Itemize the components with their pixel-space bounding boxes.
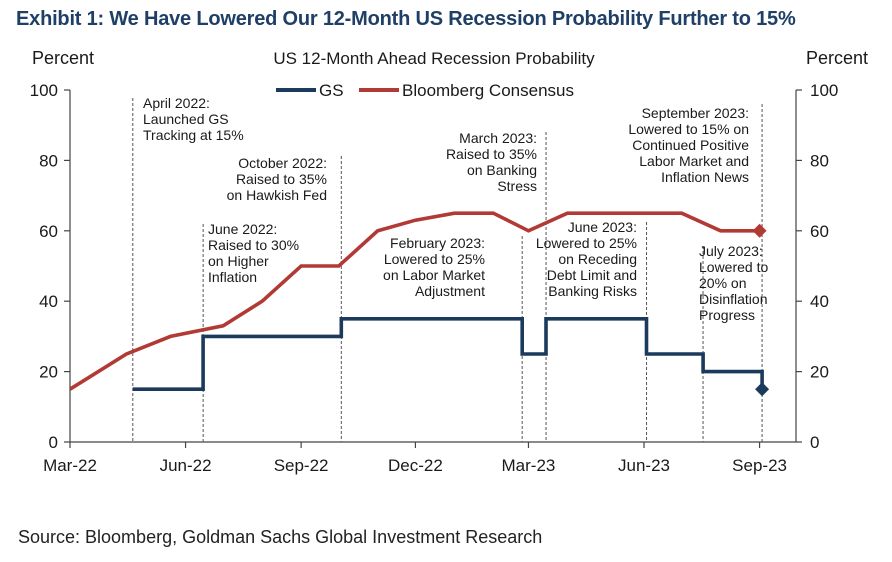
- x-tick-label: Dec-22: [388, 456, 443, 475]
- annotation-line: Inflation News: [661, 169, 749, 185]
- annotation-line: Stress: [497, 178, 537, 194]
- exhibit-title: Exhibit 1: We Have Lowered Our 12-Month …: [16, 8, 796, 30]
- left-axis-label: Percent: [32, 48, 94, 68]
- x-tick-label: Jun-23: [618, 456, 670, 475]
- y-tick-label-left: 40: [39, 292, 58, 311]
- x-tick-label: Mar-22: [43, 456, 97, 475]
- right-axis-label: Percent: [806, 48, 868, 68]
- annotation-text: June 2022: Raised to 30% on Higher Inflatio…: [208, 221, 299, 285]
- y-tick-label-right: 20: [810, 363, 829, 382]
- bloomberg-series-line: [69, 211, 760, 391]
- annotation-line: Lowered to 25%: [384, 251, 485, 267]
- y-tick-label-left: 100: [30, 81, 58, 100]
- annotation-line: July 2023:: [699, 243, 763, 259]
- annotation-line: on Receding: [558, 251, 637, 267]
- bloomberg-end-marker: [752, 223, 767, 238]
- annotation-line: Lowered to 25%: [536, 235, 637, 251]
- x-tick-label: Mar-23: [502, 456, 556, 475]
- annotation-line: Raised to 30%: [208, 237, 299, 253]
- gs-end-marker: [755, 382, 770, 397]
- annotation-line: Adjustment: [415, 283, 485, 299]
- annotation-line: on Banking: [467, 162, 537, 178]
- annotation-line: Launched GS: [143, 111, 229, 127]
- x-tick-label: Sep-23: [732, 456, 787, 475]
- annotation-line: June 2023:: [568, 219, 637, 235]
- annotation-text: June 2023: Lowered to 25% on Receding Debt …: [536, 219, 637, 299]
- annotation-texts: April 2022: Launched GS Tracking at 15% Jun…: [143, 95, 768, 323]
- y-tick-label-left: 80: [39, 151, 58, 170]
- annotation-text: September 2023: Lowered to 15% on Continue…: [628, 105, 749, 185]
- legend: GS Bloomberg Consensus: [276, 81, 574, 100]
- annotation-line: Raised to 35%: [236, 171, 327, 187]
- y-tick-label-right: 100: [810, 81, 838, 100]
- axis-ticks: 0 0 20 20 40 40 60 60 80 80 100 100 Mar-22 Jun-22 Sep-…: [30, 81, 839, 475]
- annotation-text: April 2022: Launched GS Tracking at 15%: [143, 95, 244, 143]
- y-tick-label-right: 80: [810, 151, 829, 170]
- annotation-line: June 2022:: [208, 221, 277, 237]
- annotation-text: July 2023: Lowered to 20% on Disinflation Pr…: [699, 243, 768, 323]
- annotation-line: March 2023:: [459, 130, 537, 146]
- annotation-line: September 2023:: [642, 105, 749, 121]
- y-tick-label-right: 60: [810, 222, 829, 241]
- annotation-line: October 2022:: [238, 155, 327, 171]
- annotation-line: 20% on: [699, 275, 746, 291]
- annotation-line: Tracking at 15%: [143, 127, 244, 143]
- y-tick-label-right: 0: [810, 433, 819, 452]
- annotation-line: on Hawkish Fed: [227, 187, 327, 203]
- series-layer: [69, 211, 770, 397]
- annotation-line: Lowered to 15% on: [628, 121, 749, 137]
- annotation-line: Continued Positive: [632, 137, 749, 153]
- chart-title: US 12-Month Ahead Recession Probability: [273, 49, 595, 68]
- annotation-line: April 2022:: [143, 95, 210, 111]
- gs-series-line: [132, 316, 764, 392]
- annotation-text: October 2022: Raised to 35% on Hawkish Fed: [227, 155, 327, 203]
- annotation-line: Progress: [699, 307, 755, 323]
- annotation-line: Raised to 35%: [446, 146, 537, 162]
- annotation-line: Debt Limit and: [547, 267, 637, 283]
- plot-frame: [69, 90, 797, 443]
- annotation-line: Inflation: [208, 269, 257, 285]
- annotation-line: on Labor Market: [383, 267, 485, 283]
- y-tick-label-left: 20: [39, 363, 58, 382]
- annotation-line: Banking Risks: [548, 283, 637, 299]
- annotation-line: on Higher: [208, 253, 269, 269]
- y-tick-label-left: 0: [49, 433, 58, 452]
- annotation-line: Lowered to: [699, 259, 768, 275]
- recession-probability-chart: April 2022: Launched GS Tracking at 15% Jun…: [30, 48, 868, 475]
- annotation-line: Disinflation: [699, 291, 767, 307]
- annotation-text: March 2023: Raised to 35% on Banking Stress: [446, 130, 537, 194]
- annotation-line: Labor Market and: [639, 153, 749, 169]
- legend-label-bloomberg: Bloomberg Consensus: [402, 81, 574, 100]
- y-tick-label-left: 60: [39, 222, 58, 241]
- annotation-line: February 2023:: [390, 235, 485, 251]
- y-tick-label-right: 40: [810, 292, 829, 311]
- legend-label-gs: GS: [319, 81, 344, 100]
- x-tick-label: Sep-22: [274, 456, 329, 475]
- x-tick-label: Jun-22: [160, 456, 212, 475]
- annotation-text: February 2023: Lowered to 25% on Labor Mar…: [383, 235, 485, 299]
- source-note: Source: Bloomberg, Goldman Sachs Global …: [18, 527, 543, 547]
